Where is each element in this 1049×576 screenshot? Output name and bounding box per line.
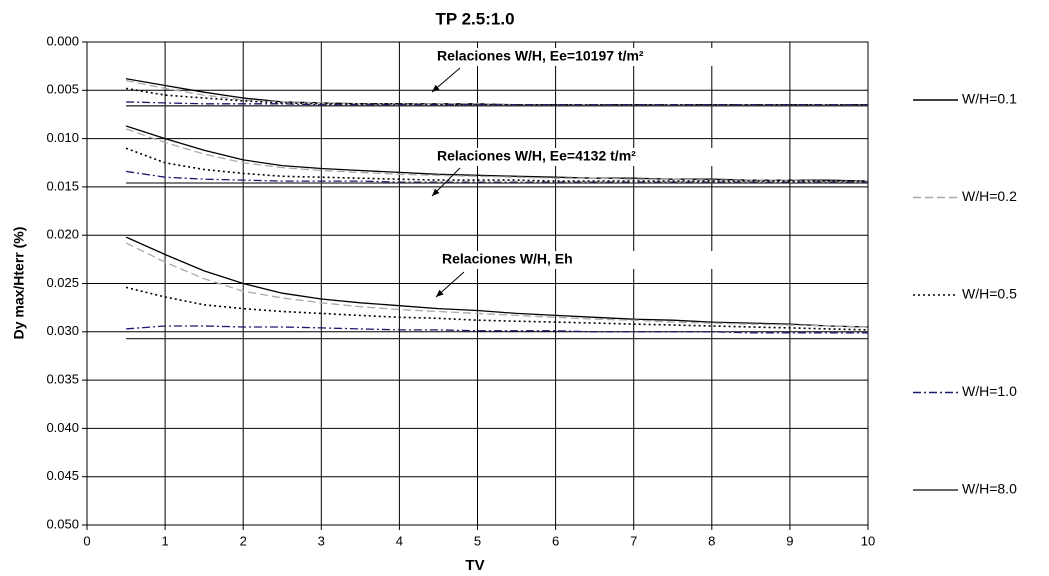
series-line — [125, 147, 868, 182]
x-tick-label: 8 — [708, 533, 715, 548]
y-tick-label: 0.025 — [46, 275, 79, 290]
y-tick-label: 0.005 — [46, 82, 79, 97]
series-line — [125, 125, 869, 182]
y-tick-label: 0.040 — [46, 420, 79, 435]
x-tick-label: 4 — [396, 533, 403, 548]
x-axis-title: TV — [465, 557, 484, 574]
x-tick-label: 10 — [861, 533, 875, 548]
series-line — [125, 236, 869, 328]
legend-label: W/H=0.5 — [962, 286, 1017, 302]
series-line — [126, 170, 868, 183]
series-line — [125, 128, 868, 182]
series-line — [126, 101, 868, 106]
series-line — [125, 242, 869, 328]
arrow-head — [432, 84, 440, 92]
y-tick-label: 0.000 — [46, 33, 79, 48]
chart-title: TP 2.5:1.0 — [435, 9, 514, 28]
annotation-bg — [434, 148, 724, 166]
annotation-bg — [439, 251, 729, 269]
annotation-bg — [434, 48, 724, 66]
x-tick-label: 7 — [630, 533, 637, 548]
x-tick-label: 5 — [474, 533, 481, 548]
legend-label: W/H=0.2 — [962, 188, 1017, 204]
annotation: Relaciones W/H, Eh — [442, 251, 573, 267]
y-tick-label: 0.045 — [46, 468, 79, 483]
y-axis-title: Dy max/Hterr (%) — [11, 227, 27, 340]
x-tick-label: 0 — [83, 533, 90, 548]
arrow-head — [436, 289, 444, 297]
x-tick-label: 2 — [240, 533, 247, 548]
legend-label: W/H=1.0 — [962, 383, 1017, 399]
y-tick-label: 0.035 — [46, 372, 79, 387]
y-tick-label: 0.010 — [46, 130, 79, 145]
y-tick-label: 0.050 — [46, 516, 79, 531]
x-tick-label: 6 — [552, 533, 559, 548]
series-line — [126, 325, 868, 334]
x-tick-label: 9 — [786, 533, 793, 548]
y-tick-label: 0.030 — [46, 323, 79, 338]
annotation: Relaciones W/H, Ee=4132 t/m² — [437, 148, 636, 164]
annotation: Relaciones W/H, Ee=10197 t/m² — [437, 48, 644, 64]
legend-label: W/H=0.1 — [962, 91, 1017, 107]
x-tick-label: 1 — [161, 533, 168, 548]
series-line — [125, 286, 869, 331]
arrow-head — [432, 188, 440, 196]
y-tick-label: 0.020 — [46, 227, 79, 242]
x-tick-label: 3 — [318, 533, 325, 548]
y-tick-label: 0.015 — [46, 178, 79, 193]
legend-label: W/H=8.0 — [962, 481, 1017, 497]
